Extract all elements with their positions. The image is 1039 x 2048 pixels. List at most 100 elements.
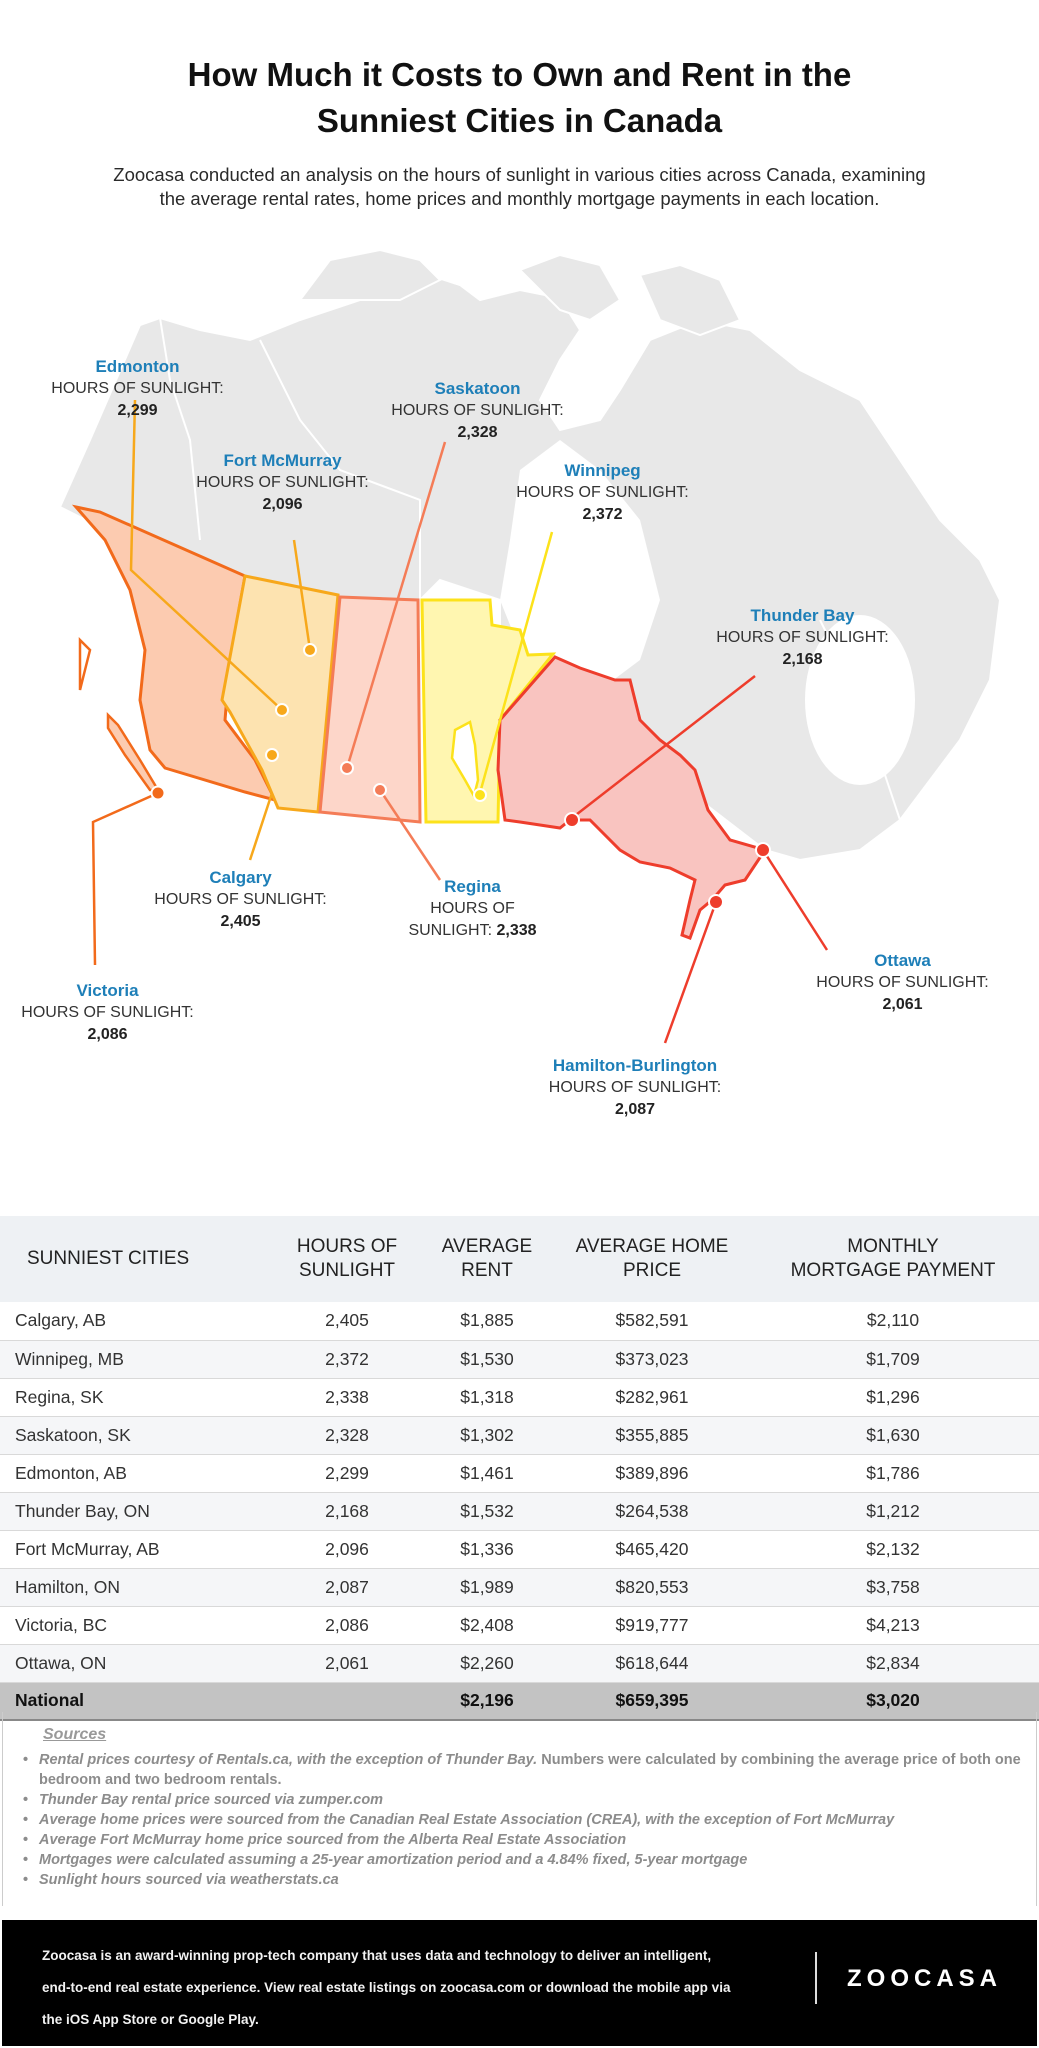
dot-saskatoon <box>340 761 354 775</box>
leader-fort-mcmurray <box>292 539 312 651</box>
city-label-thunder-bay: Thunder Bay HOURS OF SUNLIGHT: 2,168 <box>705 605 900 671</box>
source-item: Average Fort McMurray home price sourced… <box>23 1830 1036 1850</box>
hours-label: HOURS OF SUNLIGHT: <box>816 974 989 991</box>
hours-value: 2,372 <box>582 506 623 523</box>
page-title: How Much it Costs to Own and Rent in the… <box>0 52 1039 144</box>
city-label-victoria: Victoria HOURS OF SUNLIGHT: 2,086 <box>10 980 205 1046</box>
cities-table: SUNNIEST CITIES HOURS OF SUNLIGHT AVERAGE… <box>0 1216 1039 1721</box>
leader-ottawa <box>761 849 829 951</box>
hours-value: 2,096 <box>262 496 303 513</box>
city-label-regina: Regina HOURS OF SUNLIGHT: 2,338 <box>385 876 560 942</box>
dot-edmonton <box>275 703 289 717</box>
lake-winnipeg <box>450 720 480 800</box>
title-line-2: Sunniest Cities in Canada <box>316 102 723 139</box>
hudson-bay <box>500 440 660 690</box>
footer-text: Zoocasa is an award-winning prop-tech co… <box>42 1948 731 2027</box>
city-name: Ottawa <box>874 951 931 970</box>
dot-hamilton <box>708 894 724 910</box>
leader-calgary <box>248 792 274 861</box>
leader-edmonton <box>129 399 283 711</box>
table-row: Fort McMurray, AB 2,096 $1,336 $465,420 $2,1… <box>15 1538 920 1559</box>
hours-label: SUNLIGHT: <box>408 922 493 939</box>
hours-label: HOURS OF SUNLIGHT: <box>716 629 889 646</box>
table-row: Regina, SK 2,338 $1,318 $282,961 $1,296 <box>15 1386 920 1407</box>
leader-thunder-bay <box>571 675 756 819</box>
leader-winnipeg <box>478 531 554 794</box>
dot-victoria <box>150 785 166 801</box>
city-name: Edmonton <box>95 357 180 376</box>
source-item: Thunder Bay rental price sourced via zum… <box>23 1790 1036 1810</box>
city-label-hamilton-burlington: Hamilton-Burlington HOURS OF SUNLIGHT: 2… <box>535 1055 735 1121</box>
hours-value: 2,087 <box>614 1101 656 1118</box>
leader-hamilton <box>663 901 718 1044</box>
city-name: Regina <box>444 877 501 896</box>
table-row: Saskatoon, SK 2,328 $1,302 $355,885 $1,630 <box>0 1415 1039 1455</box>
province-on <box>496 655 768 940</box>
hours-value: 2,299 <box>117 402 158 419</box>
hours-value: 2,328 <box>457 424 498 441</box>
province-mb <box>420 598 557 824</box>
header-monthly-mortgage-payment: MONTHLY MORTGAGE PAYMENT <box>747 1216 1039 1302</box>
city-label-fort-mcmurray: Fort McMurray HOURS OF SUNLIGHT: 2,096 <box>185 450 380 516</box>
subtitle-line-2: the average rental rates, home prices an… <box>159 188 880 209</box>
table-row: Ottawa, ON 2,061 $2,260 $618,644 $2,834 <box>0 1643 1039 1683</box>
hours-value: 2,086 <box>87 1026 128 1043</box>
land-internal-borders <box>159 317 915 821</box>
sources-title: Sources <box>43 1726 107 1743</box>
sources-section: Sources Rental prices courtesy of Rental… <box>2 1712 1037 1906</box>
dot-ottawa <box>755 842 771 858</box>
table-row: Hamilton, ON 2,087 $1,989 $820,553 $3,758 <box>0 1567 1039 1607</box>
hours-label: HOURS OF SUNLIGHT: <box>516 484 689 501</box>
dot-calgary <box>265 748 279 762</box>
table-row: Thunder Bay, ON 2,168 $1,532 $264,538 $1,212 <box>0 1491 1039 1531</box>
header-sunniest-cities: SUNNIEST CITIES <box>0 1216 277 1302</box>
dot-winnipeg <box>473 788 487 802</box>
table-row: Victoria, BC 2,086 $2,408 $919,777 $4,213 <box>15 1614 920 1635</box>
hours-label: HOURS OF SUNLIGHT: <box>21 1004 194 1021</box>
leader-lines <box>91 399 829 1044</box>
hours-value: 2,168 <box>782 651 823 668</box>
leader-regina <box>378 789 442 881</box>
hours-label: HOURS OF SUNLIGHT: <box>391 402 564 419</box>
source-item: Mortgages were calculated assuming a 25-… <box>23 1850 1036 1870</box>
table-row: Winnipeg, MB 2,372 $1,530 $373,023 $1,709 <box>0 1339 1039 1379</box>
city-label-winnipeg: Winnipeg HOURS OF SUNLIGHT: 2,372 <box>505 460 700 526</box>
dot-regina <box>373 783 387 797</box>
table-header-row: SUNNIEST CITIES HOURS OF SUNLIGHT AVERAGE… <box>0 1216 1039 1302</box>
source-item: Sunlight hours sourced via weatherstats.… <box>23 1870 1036 1890</box>
table-row: Calgary, AB 2,405 $1,885 $582,591 $2,110 <box>15 1310 920 1331</box>
hours-value: 2,338 <box>496 922 537 939</box>
table-row: Edmonton, AB 2,299 $1,461 $389,896 $1,786 <box>15 1462 920 1483</box>
city-name: Winnipeg <box>564 461 641 480</box>
city-label-edmonton: Edmonton HOURS OF SUNLIGHT: 2,299 <box>40 356 235 422</box>
source-item: Rental prices courtesy of Rentals.ca, wi… <box>23 1750 1036 1790</box>
city-label-calgary: Calgary HOURS OF SUNLIGHT: 2,405 <box>143 867 338 933</box>
city-label-ottawa: Ottawa HOURS OF SUNLIGHT: 2,061 <box>805 950 1000 1016</box>
hours-label: HOURS OF <box>430 900 515 917</box>
zoocasa-logo: ZOOCASA <box>847 1965 1002 1992</box>
city-name: Hamilton-Burlington <box>552 1056 718 1075</box>
page-subtitle: Zoocasa conducted an analysis on the hou… <box>0 163 1039 211</box>
header-average-home-price: AVERAGE HOME PRICE <box>557 1216 747 1302</box>
canada-map-graphic <box>58 250 1002 1044</box>
island-haida <box>78 636 92 691</box>
sources-list: Rental prices courtesy of Rentals.ca, wi… <box>23 1750 1036 1890</box>
city-label-saskatoon: Saskatoon HOURS OF SUNLIGHT: 2,328 <box>380 378 575 444</box>
title-line-1: How Much it Costs to Own and Rent in the <box>187 56 852 93</box>
hours-label: HOURS OF SUNLIGHT: <box>196 474 369 491</box>
table-row-national: National $2,196 $659,395 $3,020 <box>0 1682 1039 1721</box>
footer-divider <box>815 1952 817 2004</box>
hours-label: HOURS OF SUNLIGHT: <box>51 380 224 397</box>
hours-label: HOURS OF SUNLIGHT: <box>548 1079 722 1096</box>
dot-thunder-bay <box>564 812 580 828</box>
city-name: Thunder Bay <box>750 606 855 625</box>
leader-saskatoon <box>345 441 447 769</box>
subtitle-line-1: Zoocasa conducted an analysis on the hou… <box>113 164 926 185</box>
canada-map: Edmonton HOURS OF SUNLIGHT: 2,299 Saskat… <box>0 250 1039 1180</box>
footer: Zoocasa is an award-winning prop-tech co… <box>2 1920 1037 2046</box>
source-item: Average home prices were sourced from th… <box>23 1810 1036 1830</box>
header-hours-of-sunlight: HOURS OF SUNLIGHT <box>277 1216 417 1302</box>
hours-value: 2,061 <box>882 996 923 1013</box>
header-average-rent: AVERAGE RENT <box>417 1216 557 1302</box>
dot-fort-mcmurray <box>303 643 317 657</box>
